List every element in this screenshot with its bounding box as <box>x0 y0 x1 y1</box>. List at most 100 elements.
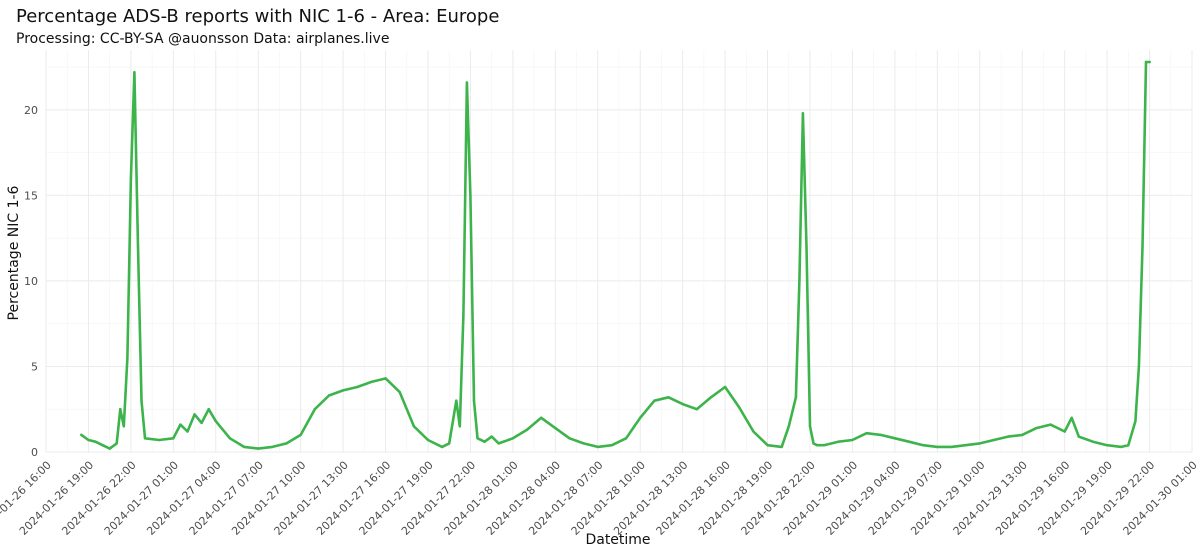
data-point <box>978 442 981 445</box>
data-point <box>540 416 543 419</box>
data-point <box>108 447 111 450</box>
data-point <box>950 445 953 449</box>
data-point <box>101 444 104 447</box>
data-point <box>257 447 260 450</box>
data-point <box>497 442 500 445</box>
data-point <box>143 437 147 440</box>
x-axis-title: Datetime <box>585 532 650 548</box>
data-point <box>893 437 897 440</box>
data-point <box>568 437 571 440</box>
y-tick-label: 20 <box>24 104 38 117</box>
data-point <box>440 445 444 449</box>
data-point <box>341 389 345 392</box>
data-point <box>193 413 196 416</box>
data-point <box>837 440 840 443</box>
data-point <box>1120 445 1123 449</box>
data-point <box>186 430 189 433</box>
data-point <box>207 408 210 411</box>
data-point <box>1141 245 1144 248</box>
data-point <box>610 444 614 447</box>
data-point <box>805 245 808 248</box>
y-tick-label: 0 <box>31 446 38 459</box>
data-point <box>681 402 684 406</box>
data-point <box>140 399 143 402</box>
data-point <box>780 445 783 449</box>
y-tick-label: 10 <box>24 275 38 288</box>
data-point <box>1063 430 1066 433</box>
data-point <box>798 279 801 283</box>
data-point <box>356 385 359 389</box>
data-point <box>815 444 819 447</box>
data-point <box>1021 433 1024 437</box>
data-point <box>851 438 854 442</box>
data-point <box>469 194 472 197</box>
data-point <box>472 399 476 402</box>
data-point <box>462 313 465 317</box>
data-point <box>448 442 451 445</box>
data-point <box>228 437 232 440</box>
data-point <box>476 437 479 440</box>
data-point <box>179 423 182 426</box>
data-point <box>624 437 628 440</box>
data-point <box>122 425 126 428</box>
data-point <box>458 425 461 428</box>
data-point <box>490 435 493 438</box>
y-tick-label: 15 <box>24 189 38 202</box>
data-point <box>129 177 133 180</box>
data-point <box>483 440 486 443</box>
data-point <box>299 433 302 437</box>
data-point <box>695 408 698 411</box>
data-point <box>398 390 401 394</box>
data-point <box>1148 60 1151 64</box>
data-point <box>126 356 129 360</box>
data-point <box>808 425 812 428</box>
chart-subtitle: Processing: CC-BY-SA @auonsson Data: air… <box>16 31 389 47</box>
data-point <box>115 442 118 445</box>
data-point <box>94 440 97 443</box>
data-point <box>1105 444 1109 447</box>
y-axis: 0 5 10 15 20 <box>24 104 38 459</box>
data-point <box>1134 420 1137 423</box>
data-point <box>936 445 939 449</box>
data-point <box>667 396 670 399</box>
data-point <box>242 445 246 449</box>
data-point <box>801 112 805 115</box>
data-point <box>80 433 83 437</box>
data-point <box>582 442 585 445</box>
data-point <box>1077 435 1081 438</box>
data-point <box>200 421 203 425</box>
data-point <box>653 399 656 402</box>
data-point <box>136 245 140 248</box>
data-point <box>87 438 90 442</box>
data-point <box>1035 426 1038 430</box>
data-point <box>709 396 713 399</box>
data-point <box>723 385 727 389</box>
data-point <box>1127 444 1130 447</box>
data-point <box>1070 416 1073 419</box>
data-point <box>313 408 316 411</box>
data-point <box>1144 60 1148 64</box>
data-point <box>327 394 331 397</box>
y-axis-title: Percentage NIC 1-6 <box>6 185 22 320</box>
data-point <box>455 399 458 402</box>
data-point <box>285 442 288 445</box>
y-tick-label: 5 <box>31 360 38 373</box>
data-point <box>221 428 225 431</box>
data-point <box>812 442 815 445</box>
plot-area <box>80 60 1151 450</box>
data-point <box>1137 365 1141 368</box>
data-point <box>525 428 529 431</box>
data-point <box>639 416 642 419</box>
data-point <box>172 437 175 440</box>
data-point <box>794 396 798 399</box>
data-point <box>119 408 122 411</box>
data-point <box>1006 435 1010 438</box>
data-point <box>907 440 911 443</box>
data-point <box>465 81 469 84</box>
data-point <box>370 380 373 384</box>
grid <box>45 50 1193 453</box>
data-point <box>412 425 416 428</box>
data-point <box>752 430 755 433</box>
data-point <box>738 406 741 409</box>
chart-title: Percentage ADS-B reports with NIC 1-6 - … <box>16 6 499 27</box>
